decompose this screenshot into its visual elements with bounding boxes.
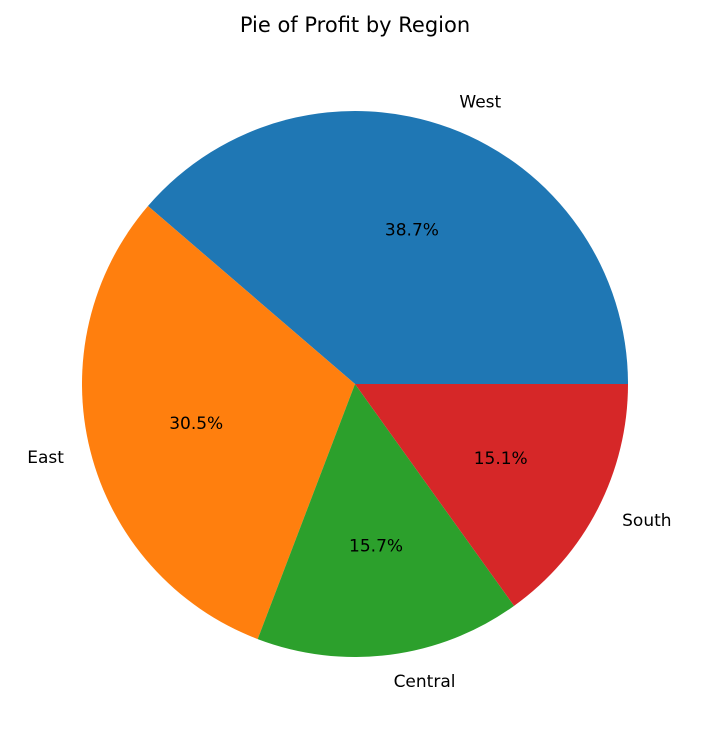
pie-labels: West 38.7% East 30.5% Central 15.7% South 15.1% [27, 92, 671, 691]
slice-percent-east: 30.5% [169, 414, 223, 434]
slice-label-south: South [622, 511, 671, 531]
slice-percent-central: 15.7% [349, 536, 403, 556]
slice-percent-south: 15.1% [474, 449, 528, 469]
pie-slice-east [81, 206, 355, 640]
pie-slice-central [257, 384, 515, 657]
slice-label-west: West [459, 92, 501, 112]
slice-label-east: East [27, 448, 64, 468]
chart-title: Pie of Profit by Region [240, 13, 470, 37]
slice-label-central: Central [394, 672, 456, 692]
pie-slice-south [355, 384, 628, 606]
pie-slice-west [147, 110, 628, 385]
slice-percent-west: 38.7% [385, 220, 439, 240]
pie-slices [81, 110, 628, 657]
